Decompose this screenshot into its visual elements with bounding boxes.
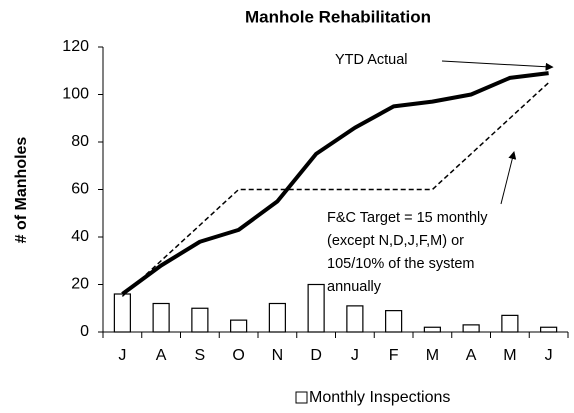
x-tick-label: D: [310, 347, 322, 364]
bar: [230, 319, 248, 333]
bar: [385, 310, 403, 333]
bar: [191, 307, 209, 333]
target-annotation: 105/10% of the system: [327, 256, 475, 272]
target-annotation: annually: [327, 279, 382, 295]
legend-label: Monthly Inspections: [309, 389, 450, 406]
bar: [462, 324, 480, 333]
x-tick-label: J: [351, 347, 359, 364]
x-tick-label: J: [118, 347, 126, 364]
bar: [540, 326, 558, 333]
bar: [113, 293, 131, 333]
bar: [152, 302, 170, 333]
x-tick-label: S: [195, 347, 206, 364]
chart-title: Manhole Rehabilitation: [245, 7, 431, 26]
x-tick-label: O: [232, 347, 244, 364]
y-tick-label: 40: [71, 228, 89, 245]
x-tick-label: N: [272, 347, 284, 364]
line-annotation: YTD Actual: [335, 52, 408, 68]
y-axis-label: # of Manholes: [13, 137, 30, 244]
x-tick-label: F: [389, 347, 399, 364]
actual-line: [121, 71, 549, 296]
y-tick-label: 100: [62, 86, 89, 103]
annotation-arrow: [441, 60, 554, 71]
target-line: [121, 82, 550, 297]
bar: [501, 314, 519, 333]
bar: [307, 283, 325, 333]
x-tick-label: M: [426, 347, 439, 364]
y-tick-label: 0: [80, 323, 89, 340]
target-annotation: (except N,D,J,F,M) or: [327, 233, 464, 249]
legend-swatch: [295, 391, 308, 404]
target-annotation: F&C Target = 15 monthly: [327, 210, 488, 226]
x-tick-label: M: [503, 347, 516, 364]
y-tick-label: 20: [71, 276, 89, 293]
y-tick-label: 80: [71, 133, 89, 150]
bar: [268, 302, 286, 333]
y-tick-label: 60: [71, 181, 89, 198]
bar: [346, 305, 364, 333]
x-tick-label: J: [545, 347, 553, 364]
x-tick-label: A: [466, 347, 477, 364]
x-tick-label: A: [156, 347, 167, 364]
annotation-arrow: [500, 151, 517, 205]
bar: [423, 326, 441, 333]
y-tick-label: 120: [62, 38, 89, 55]
